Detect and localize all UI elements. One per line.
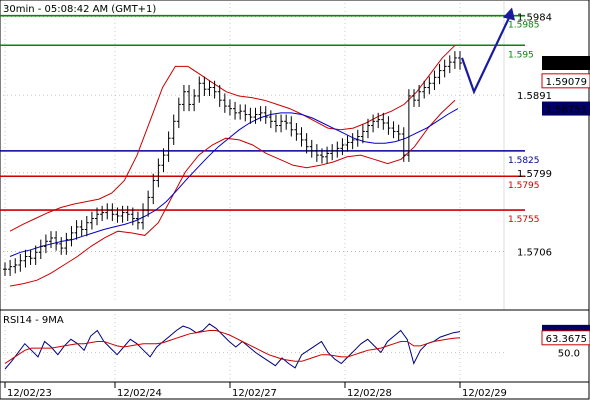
- price-bars: [3, 51, 462, 276]
- forecast-arrow: [460, 7, 515, 95]
- bollinger-upper: [9, 44, 456, 232]
- y-tick-label: 1.5706: [517, 247, 552, 258]
- rsi-grid: [0, 309, 589, 383]
- x-tick-label: 12/02/23: [7, 388, 52, 399]
- value-tag: [542, 56, 590, 70]
- forecast-path: [460, 11, 513, 95]
- value-tag-label: 1.59079: [546, 77, 587, 88]
- main-grid: [3, 0, 505, 310]
- moving-average: [9, 108, 459, 257]
- rsi-tick-label: 50.0: [558, 349, 580, 360]
- y-tick-label: 1.5799: [517, 169, 552, 180]
- level-label: 1.595: [508, 50, 534, 60]
- level-label: 1.5795: [508, 181, 540, 191]
- x-tick-label: 12/02/27: [232, 388, 277, 399]
- y-tick-label: 1.5891: [517, 91, 552, 102]
- chart-header: 30min - 05:08:42 AM (GMT+1): [3, 4, 156, 15]
- rsi-ma-line: [4, 330, 461, 364]
- rsi-value-tag: [541, 330, 590, 346]
- horizontal-levels: 1.5985 1.595 1.5825 1.5795 1.5755: [0, 14, 540, 225]
- y-tick-label: 1.5984: [517, 13, 552, 24]
- level-label: 1.5755: [508, 215, 540, 225]
- bollinger-bands: [9, 44, 456, 287]
- x-tick-label: 12/02/28: [347, 388, 392, 399]
- value-tag-label: 1.58751: [546, 105, 587, 116]
- right-price-axis: 1.5706 1.5799 1.5891 1.5984 1.5929 1.59079 1.5…: [517, 13, 590, 258]
- level-label: 1.5985: [508, 21, 540, 31]
- rsi-value-tag-label: 63.3675: [546, 334, 587, 345]
- forecast-arrowhead: [503, 7, 515, 21]
- level-label: 1.5825: [508, 156, 540, 166]
- value-tag: [541, 73, 590, 89]
- ma-line: [9, 108, 459, 257]
- value-tag: [542, 101, 590, 116]
- rsi-header: RSI14 - 9MA: [3, 315, 64, 326]
- x-tick-label: 12/02/29: [462, 388, 507, 399]
- x-axis-dates: 12/02/23 12/02/24 12/02/27 12/02/28 12/02/29: [4, 382, 507, 399]
- rsi-panel: 50.068.766763.3675: [4, 323, 590, 370]
- bollinger-lower: [9, 99, 456, 287]
- value-tag-label: 1.5929: [552, 59, 587, 70]
- x-tick-label: 12/02/24: [117, 388, 162, 399]
